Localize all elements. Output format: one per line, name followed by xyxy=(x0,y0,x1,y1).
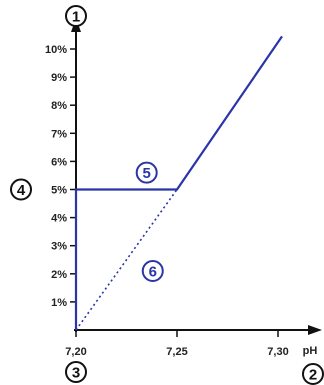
y-tick-label: 3% xyxy=(51,241,67,253)
axes xyxy=(71,18,322,335)
x-tick-label: 7,30 xyxy=(267,346,288,358)
marker-label: 5 xyxy=(143,165,151,182)
marker-circle xyxy=(135,161,158,184)
x-tick-label: 7,25 xyxy=(166,346,187,358)
marker-4: 4 xyxy=(10,178,32,201)
marker-3: 3 xyxy=(65,361,87,383)
marker-circle xyxy=(10,178,32,201)
marker-2: 2 xyxy=(302,363,324,385)
y-tick-label: 4% xyxy=(51,213,67,225)
x-axis-arrow xyxy=(308,325,322,335)
y-tick-label: 2% xyxy=(51,269,67,281)
marker-circle xyxy=(141,259,164,282)
y-tick-label: 1% xyxy=(51,297,67,309)
marker-label: 2 xyxy=(309,367,317,384)
solid-series-line xyxy=(74,35,283,330)
marker-1: 1 xyxy=(65,5,87,27)
marker-label: 6 xyxy=(149,263,157,280)
marker-6: 6 xyxy=(141,259,164,282)
y-tick-label: 9% xyxy=(51,72,67,84)
circled-markers: 1 2 3 4 5 6 xyxy=(10,5,324,385)
y-tick-label: 6% xyxy=(51,156,67,168)
marker-label: 3 xyxy=(72,365,80,382)
dotted-series-line xyxy=(75,189,178,331)
y-tick-label: 7% xyxy=(51,128,67,140)
x-tick-label: 7,20 xyxy=(65,346,86,358)
marker-label: 4 xyxy=(17,182,26,199)
x-axis-unit-label: pH xyxy=(303,345,318,357)
marker-circle xyxy=(65,5,87,27)
series-lines xyxy=(74,35,283,331)
marker-5: 5 xyxy=(135,161,158,184)
marker-label: 1 xyxy=(72,9,80,26)
marker-circle xyxy=(65,361,87,383)
y-tick-label: 8% xyxy=(51,100,67,112)
tick-marks: 1% 2% 3% 4% 5% 6% 7% 8% 9% 10% 7,20 7,25 7,30 pH xyxy=(45,44,317,358)
y-tick-label: 10% xyxy=(45,44,67,56)
y-tick-label: 5% xyxy=(51,185,67,197)
marker-circle xyxy=(302,363,324,385)
